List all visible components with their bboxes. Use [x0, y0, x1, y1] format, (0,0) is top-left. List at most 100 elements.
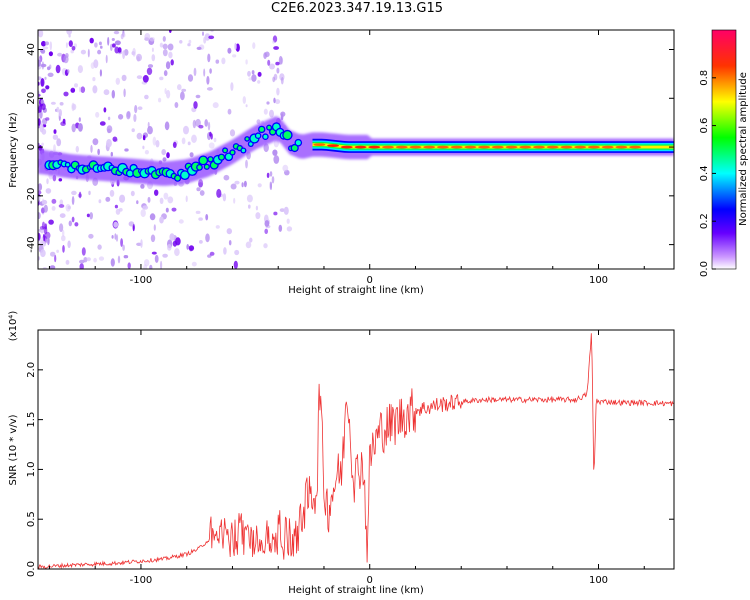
noise-speckle: [183, 125, 189, 135]
noise-speckle: [49, 64, 52, 69]
noise-speckle: [168, 30, 172, 33]
noise-speckle: [241, 182, 244, 188]
noise-speckle: [61, 235, 66, 242]
ridge-core-blob: [436, 145, 449, 149]
noise-speckle: [128, 221, 135, 227]
ridge-blob-inner: [230, 150, 235, 155]
ridge-core-blob: [327, 144, 340, 148]
ridge-blobs: [44, 122, 303, 182]
noise-speckle: [179, 40, 183, 44]
noise-speckle: [142, 75, 149, 83]
noise-speckle: [232, 54, 237, 58]
ridge-blob-inner: [205, 165, 209, 169]
noise-speckle: [247, 70, 251, 77]
noise-speckle: [248, 77, 252, 81]
x-tick-label: -100: [130, 275, 153, 286]
noise-speckle: [187, 74, 194, 82]
noise-speckle: [56, 106, 60, 113]
noise-speckle: [118, 114, 124, 120]
noise-speckle: [199, 190, 205, 196]
noise-speckle: [113, 30, 120, 35]
noise-speckle: [97, 149, 100, 155]
noise-speckle: [163, 70, 168, 77]
ridge-blob-inner: [283, 131, 292, 140]
noise-speckle: [62, 245, 65, 253]
x-tick-label: -100: [130, 575, 153, 586]
noise-speckle: [159, 42, 163, 48]
noise-speckle: [45, 85, 50, 90]
noise-speckle: [110, 151, 114, 157]
ridge-core-blob: [546, 145, 559, 149]
noise-speckle: [269, 171, 273, 177]
noise-speckle: [210, 133, 213, 140]
noise-speckle: [38, 232, 41, 241]
noise-speckle: [245, 104, 248, 108]
noise-speckle: [111, 89, 116, 99]
ridge-core-blob: [491, 145, 504, 149]
noise-speckle: [273, 211, 278, 216]
noise-speckle: [216, 188, 222, 198]
noise-speckle: [215, 225, 220, 229]
noise-speckle: [123, 255, 129, 259]
noise-speckle: [146, 67, 153, 76]
noise-speckle: [275, 61, 280, 66]
ridge-core-blob: [464, 145, 477, 149]
noise-speckle: [166, 89, 171, 99]
snr-x-axis-label: Height of straight line (km): [288, 585, 424, 596]
noise-speckle: [177, 84, 182, 91]
snr-background: [38, 330, 674, 569]
noise-speckle: [65, 42, 68, 49]
ridge-core-blob: [395, 145, 408, 149]
snr-axes: -100 0 100 0.0 0.5 1.0 1.5 2.0: [26, 330, 674, 586]
noise-speckle: [140, 239, 143, 248]
noise-speckle: [171, 207, 177, 212]
noise-speckle: [110, 258, 115, 267]
noise-speckle: [273, 155, 280, 164]
noise-speckle: [162, 43, 168, 50]
noise-speckle: [56, 138, 62, 147]
noise-speckle: [168, 51, 173, 59]
noise-speckle: [230, 82, 234, 91]
noise-speckle: [115, 234, 119, 242]
colorbar-tick-label: 0.6: [699, 118, 710, 134]
y-tick-label: 0.0: [26, 561, 37, 577]
noise-speckle: [90, 62, 95, 69]
noise-speckle: [245, 241, 252, 249]
noise-speckle: [152, 136, 157, 146]
snr-series: [38, 333, 674, 569]
noise-speckle: [266, 172, 270, 178]
y-tick-label: 0: [26, 144, 37, 150]
noise-speckle: [42, 46, 49, 50]
noise-speckle: [38, 183, 43, 191]
noise-speckle: [53, 144, 56, 153]
noise-speckle: [59, 213, 66, 219]
ridge-core-blob: [313, 143, 326, 147]
noise-speckle: [243, 180, 247, 188]
noise-speckle: [198, 179, 204, 188]
noise-speckle: [195, 118, 201, 127]
noise-speckle: [95, 111, 100, 118]
noise-speckle: [40, 99, 44, 105]
noise-speckle: [92, 85, 98, 94]
noise-speckle: [38, 30, 44, 38]
ridge-blob-inner: [249, 142, 253, 146]
noise-speckle: [215, 59, 220, 64]
noise-speckle: [271, 176, 275, 184]
ridge-core-blob: [382, 145, 394, 149]
noise-speckle: [65, 204, 71, 212]
noise-speckle: [41, 103, 46, 111]
noise-speckle: [227, 108, 232, 115]
noise-speckle: [79, 259, 85, 264]
noise-speckle: [193, 101, 198, 109]
noise-speckle: [86, 257, 91, 262]
noise-speckle: [103, 107, 107, 113]
noise-speckle: [248, 204, 251, 209]
x-tick-label: 0: [367, 575, 373, 586]
noise-speckle: [251, 74, 257, 82]
noise-speckle: [204, 119, 208, 127]
y-tick-label: -40: [26, 236, 37, 252]
noise-speckle: [278, 55, 283, 65]
noise-speckle: [273, 139, 279, 148]
noise-speckle: [78, 191, 82, 199]
